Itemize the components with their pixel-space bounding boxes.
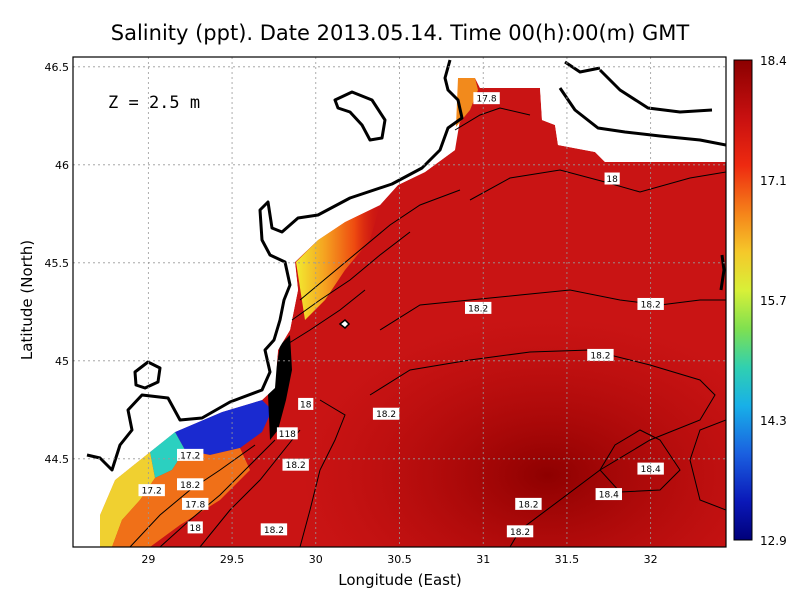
contour-labels: 17.8 18 18.2 18.2 18.2 18.2 18 18.2 18.4 18.4 18.2… bbox=[138, 92, 664, 538]
crimea-edge bbox=[719, 254, 726, 291]
y-tick-label: 45 bbox=[55, 355, 69, 368]
x-tick-label: 29.5 bbox=[220, 553, 245, 566]
contour-label-box bbox=[515, 497, 542, 510]
contour-label-box bbox=[282, 458, 309, 471]
y-axis-label: Latitude (North) bbox=[18, 240, 36, 360]
isohaline-north-plume bbox=[454, 107, 531, 131]
x-axis-label: Longitude (East) bbox=[338, 571, 461, 589]
liman-outline-1 bbox=[333, 90, 387, 142]
southwest-coastal-band bbox=[100, 452, 155, 547]
x-tick-label: 32 bbox=[644, 553, 658, 566]
contour-label: 18.2 bbox=[468, 304, 488, 314]
colorbar-tick-label: 15.7 bbox=[760, 294, 787, 308]
contour-label: 17.2 bbox=[180, 451, 200, 461]
contour-label: 17.8 bbox=[185, 500, 205, 510]
isohaline-south-2 bbox=[159, 439, 276, 547]
contour-label-box bbox=[506, 525, 534, 538]
liman-outline-4 bbox=[598, 68, 713, 114]
isohaline-coastal-3 bbox=[285, 289, 366, 346]
contour-label: 18.4 bbox=[599, 491, 619, 501]
danube-plume bbox=[175, 400, 272, 455]
contour-label: 18 bbox=[606, 175, 618, 185]
x-tick-label: 31 bbox=[476, 553, 490, 566]
isohaline-18-2-loop bbox=[369, 349, 716, 547]
gridlines bbox=[73, 57, 726, 547]
x-tick-label: 30 bbox=[309, 553, 323, 566]
danube-plume-core bbox=[268, 335, 292, 440]
contour-label-box bbox=[260, 523, 288, 536]
coastline bbox=[86, 59, 464, 472]
plot-frame bbox=[72, 56, 727, 548]
depth-label: Z = 2.5 m bbox=[108, 93, 200, 113]
contour-label: 18.2 bbox=[510, 528, 530, 538]
liman-outline-3 bbox=[558, 87, 726, 147]
isohaline-coastal-2 bbox=[291, 231, 411, 321]
colorbar-tick-label: 17.1 bbox=[760, 174, 787, 188]
liman-outline-5 bbox=[564, 60, 601, 74]
contour-label: 18.2 bbox=[590, 351, 610, 361]
island bbox=[338, 318, 351, 330]
colorbar-tick-label: 12.9 bbox=[760, 534, 787, 548]
contour-label-box bbox=[372, 407, 400, 420]
chart-title: Salinity (ppt). Date 2013.05.14. Time 00… bbox=[111, 21, 690, 45]
contour-label-box bbox=[177, 478, 204, 491]
contour-label-box bbox=[595, 488, 622, 501]
colorbar-tick-label: 14.3 bbox=[760, 414, 787, 428]
contour-label: 18.2 bbox=[376, 410, 396, 420]
y-tick-label: 46 bbox=[55, 159, 69, 172]
isohaline-south-4 bbox=[299, 399, 346, 547]
contour-label-box bbox=[276, 427, 298, 440]
contour-label: 18.2 bbox=[518, 500, 538, 510]
y-axis-ticks: 44.5 45 45.5 46 46.5 bbox=[45, 61, 70, 466]
contour-label-box bbox=[138, 484, 165, 497]
contour-label: 17.2 bbox=[142, 487, 162, 497]
x-tick-label: 30.5 bbox=[387, 553, 412, 566]
x-tick-label: 31.5 bbox=[555, 553, 580, 566]
contour-label: 18.2 bbox=[286, 461, 306, 471]
contour-label: 18.4 bbox=[641, 465, 661, 475]
isohaline-coastal-1 bbox=[299, 189, 461, 301]
contour-label-box bbox=[187, 521, 203, 534]
contour-label: 18.2 bbox=[180, 481, 200, 491]
colorbar-tick-label: 18.4 bbox=[760, 54, 787, 68]
contour-label: 18.2 bbox=[264, 526, 284, 536]
isohaline-18-2-mid bbox=[379, 289, 726, 331]
contour-label-box bbox=[177, 448, 204, 461]
y-tick-label: 44.5 bbox=[45, 453, 70, 466]
contour-label-box bbox=[473, 92, 500, 105]
isohaline-18-4-south bbox=[689, 419, 726, 511]
land-mask bbox=[73, 57, 726, 547]
contour-label: 18 bbox=[300, 400, 312, 410]
contour-label-box bbox=[298, 397, 314, 410]
contour-label-box bbox=[587, 348, 614, 361]
contour-label-box bbox=[604, 172, 620, 185]
contour-label: 18.2 bbox=[641, 300, 661, 310]
contour-label-box bbox=[464, 301, 492, 314]
isohaline-18-4-east bbox=[599, 429, 681, 493]
colorbar-ticks: 18.4 17.1 15.7 14.3 12.9 bbox=[760, 54, 787, 548]
plume-transition bbox=[150, 432, 185, 478]
y-tick-label: 46.5 bbox=[45, 61, 70, 74]
isohaline-south-1 bbox=[199, 429, 301, 547]
x-tick-label: 29 bbox=[141, 553, 155, 566]
colorbar: 18.4 17.1 15.7 14.3 12.9 bbox=[733, 54, 787, 548]
contour-label: 17.8 bbox=[477, 95, 497, 105]
contour-label: 18 bbox=[190, 524, 202, 534]
contour-label-box bbox=[182, 497, 209, 510]
colorbar-gradient bbox=[733, 59, 753, 541]
contour-label: 118 bbox=[279, 430, 296, 440]
x-axis-ticks: 29 29.5 30 30.5 31 31.5 32 bbox=[141, 553, 657, 566]
y-tick-label: 45.5 bbox=[45, 257, 70, 270]
